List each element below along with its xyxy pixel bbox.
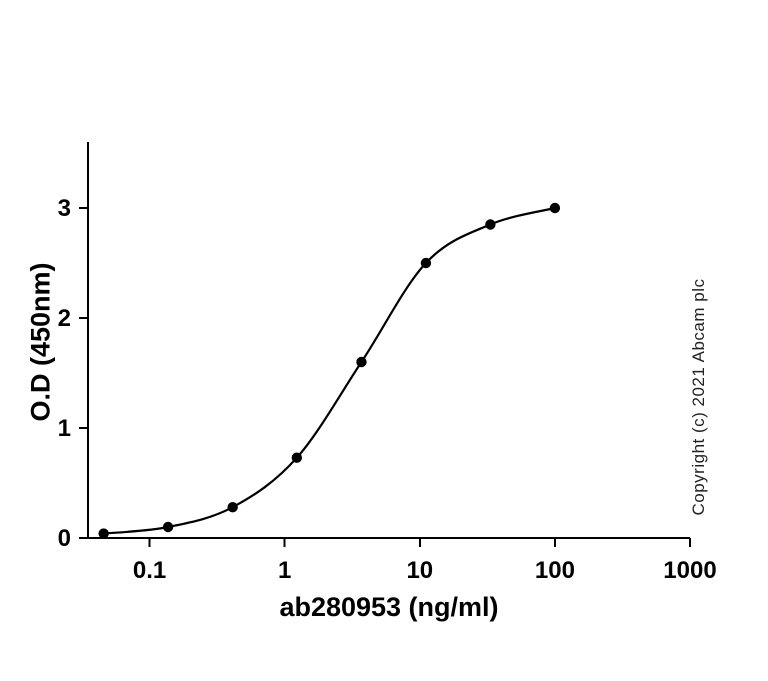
y-tick-label: 3 (58, 195, 71, 222)
data-point (227, 502, 238, 513)
x-tick-label: 1 (278, 557, 291, 584)
x-tick-label: 100 (535, 557, 575, 584)
data-point (162, 521, 174, 533)
x-tick-label: 1000 (663, 557, 716, 584)
fit-curve (102, 206, 556, 535)
y-tick-label: 0 (58, 525, 71, 552)
x-axis-label: ab280953 (ng/ml) (279, 592, 499, 622)
copyright-text: Copyright (c) 2021 Abcam plc (689, 278, 708, 516)
data-point (549, 202, 561, 214)
y-axis-label: O.D (450nm) (25, 262, 56, 422)
data-point (291, 452, 303, 463)
data-point (356, 356, 367, 368)
data-point (98, 528, 109, 539)
data-point (485, 219, 496, 230)
x-tick-label: 0.1 (133, 557, 166, 584)
y-tick-label: 2 (58, 305, 71, 332)
data-point (420, 257, 432, 269)
y-tick-label: 1 (58, 415, 71, 442)
x-tick-label: 10 (406, 557, 433, 584)
